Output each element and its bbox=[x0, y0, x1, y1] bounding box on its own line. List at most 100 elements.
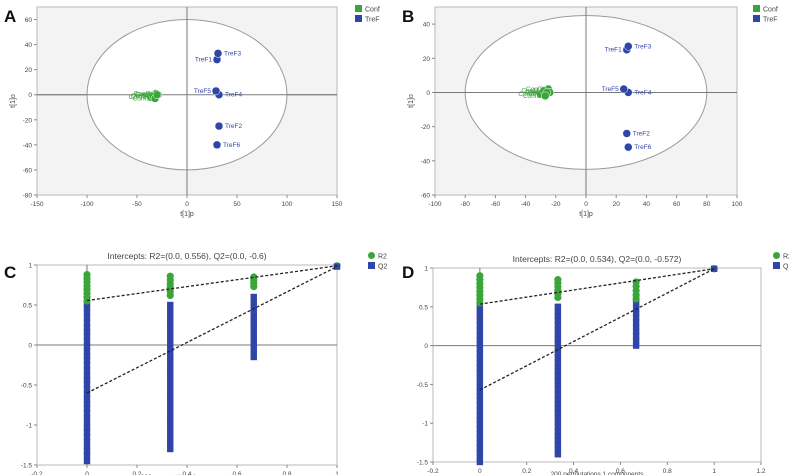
y-tick-label: -1.5 bbox=[21, 463, 33, 470]
q2-point bbox=[167, 441, 174, 448]
x-axis-label: t[1]p bbox=[579, 211, 593, 218]
point-label: TreF1 bbox=[605, 47, 622, 54]
plot-area bbox=[36, 264, 338, 466]
q2-point bbox=[554, 400, 562, 407]
point-label: Conf4 bbox=[131, 93, 149, 100]
x-tick-label: 50 bbox=[233, 201, 241, 208]
y-tick-label: 60 bbox=[25, 17, 33, 24]
y-tick-label: -40 bbox=[421, 158, 431, 165]
q2-point bbox=[554, 358, 562, 366]
legend-swatch-r2 bbox=[773, 252, 780, 259]
q2-point bbox=[554, 317, 562, 324]
q2-point bbox=[83, 448, 91, 455]
y-tick-label: 1 bbox=[28, 263, 32, 270]
q2-point bbox=[83, 424, 91, 431]
q2-point bbox=[167, 345, 174, 352]
y-tick-label: -80 bbox=[23, 193, 33, 200]
q2-point bbox=[83, 319, 91, 326]
y-tick-label: 0 bbox=[28, 92, 32, 99]
x-tick-label: 0.6 bbox=[232, 471, 241, 475]
x-tick-label: 100 bbox=[282, 201, 293, 208]
point-label: TreF5 bbox=[194, 88, 211, 95]
q2-point bbox=[167, 316, 174, 323]
q2-point bbox=[83, 376, 91, 384]
q2-point bbox=[167, 378, 174, 385]
y-tick-label: -60 bbox=[421, 193, 431, 200]
chart-title: Intercepts: R2=(0.0, 0.534), Q2=(0.0, -0… bbox=[513, 254, 682, 264]
point-label: TreF5 bbox=[602, 86, 619, 93]
x-tick-label: -0.2 bbox=[427, 468, 439, 475]
legend-label: Conf bbox=[763, 7, 778, 14]
chart-subtitle: 200 permutations 1 components bbox=[551, 471, 645, 475]
legend-swatch-q2 bbox=[773, 262, 780, 269]
x-tick-label: 0.4 bbox=[182, 471, 191, 475]
y-tick-label: 0 bbox=[426, 90, 430, 97]
legend-label: Q2 bbox=[378, 264, 387, 271]
x-tick-label: 0.2 bbox=[132, 471, 141, 475]
q2-point bbox=[250, 307, 257, 315]
q2-point bbox=[554, 308, 562, 315]
point-label: TreF2 bbox=[633, 130, 650, 137]
q2-point bbox=[632, 309, 640, 317]
q2-point bbox=[554, 441, 562, 449]
q2-point bbox=[83, 453, 91, 460]
x-tick-label: -60 bbox=[491, 201, 501, 208]
q2-point bbox=[554, 404, 562, 412]
point-label: Conf5 bbox=[524, 89, 542, 96]
q2-point bbox=[167, 431, 174, 438]
q2-point bbox=[167, 417, 174, 424]
legend-swatch-conf bbox=[753, 5, 760, 12]
q2-point bbox=[83, 405, 91, 412]
q2-point bbox=[83, 362, 91, 369]
point-label: Conf5 bbox=[133, 95, 151, 102]
q2-point bbox=[250, 349, 257, 356]
q2-point bbox=[554, 354, 562, 361]
point-label: Conf2 bbox=[134, 90, 152, 97]
q2-point bbox=[83, 400, 91, 407]
point-label: TreF6 bbox=[634, 144, 651, 151]
x-tick-label: -100 bbox=[428, 201, 441, 208]
q2-point bbox=[554, 386, 562, 393]
q2-point bbox=[476, 355, 484, 362]
q2-point bbox=[167, 364, 174, 371]
legend-swatch-r2 bbox=[368, 252, 375, 259]
panel-d: D -0.2 0 0.2 0.4 0.6 0.8 1 1.2 -1.5 -1 -0.5 0 0.5 1 Int… bbox=[402, 252, 789, 475]
x-tick-label: 1 bbox=[712, 468, 716, 475]
q2-point bbox=[83, 410, 91, 417]
q2-point bbox=[554, 322, 562, 329]
q2-point bbox=[167, 373, 174, 381]
q2-point bbox=[250, 321, 257, 328]
q2-point bbox=[554, 437, 562, 444]
r2-point bbox=[250, 273, 258, 281]
q2-point bbox=[83, 371, 91, 379]
q2-point bbox=[554, 451, 562, 458]
y-tick-label: -60 bbox=[23, 167, 33, 174]
y-tick-label: 40 bbox=[25, 42, 33, 49]
x-tick-label: 0 bbox=[478, 468, 482, 475]
q2-point bbox=[250, 316, 257, 324]
point-label: TreF6 bbox=[223, 142, 240, 149]
q2-point bbox=[167, 330, 174, 337]
point-label: TreF3 bbox=[634, 43, 651, 50]
q2-point bbox=[167, 340, 174, 347]
q2-point bbox=[250, 293, 257, 301]
q2-point bbox=[554, 340, 562, 347]
y-tick-label: -20 bbox=[421, 124, 431, 131]
panel-a: A -150 -100 -50 0 50 100 150 -80 -60 -40 -20 0 20 40 60… bbox=[4, 5, 380, 218]
panel-letter: A bbox=[4, 7, 16, 26]
point-tref2 bbox=[622, 129, 632, 138]
q2-point bbox=[476, 439, 484, 447]
y-axis-label: t[1]o bbox=[408, 94, 415, 108]
q2-point bbox=[167, 388, 174, 395]
q2-point bbox=[83, 433, 91, 441]
q2-point bbox=[83, 429, 91, 436]
q2-point bbox=[83, 309, 91, 317]
q2-point bbox=[83, 386, 91, 393]
y-tick-label: -1 bbox=[26, 423, 32, 430]
q2-point bbox=[83, 352, 91, 360]
q2-point bbox=[83, 414, 91, 422]
q2-point bbox=[554, 326, 562, 334]
q2-point bbox=[554, 409, 562, 416]
q2-point bbox=[476, 313, 484, 320]
q2-point bbox=[167, 335, 174, 342]
